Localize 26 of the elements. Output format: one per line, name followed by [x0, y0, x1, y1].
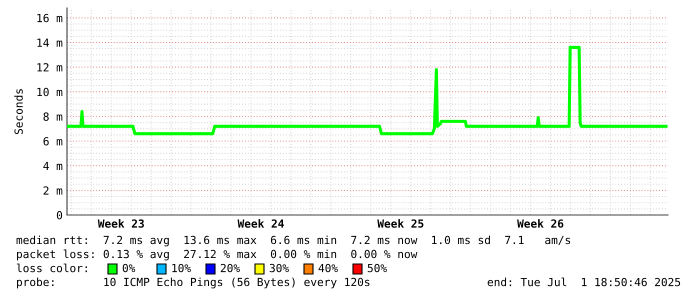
y-axis-title: Seconds: [14, 89, 23, 134]
y-tick-label: 10 m: [37, 88, 62, 96]
y-tick-label: 12 m: [37, 63, 62, 72]
x-tick-label: Week 25: [377, 219, 424, 228]
text: 50%: [368, 264, 387, 272]
y-tick-label: 0: [56, 211, 62, 220]
x-tick-label: Week 23: [98, 219, 144, 228]
y-tick-label: 6 m: [43, 137, 62, 146]
text: 40%: [318, 264, 338, 272]
text: probe: 10 ICMP Echo Pings (56 Bytes) every 120s: [17, 278, 370, 288]
text: 10%: [172, 264, 191, 272]
y-tick-label: 8 m: [43, 112, 62, 121]
text: loss color:: [16, 264, 87, 272]
text: end: Tue Jul 1 18:50:46 2025: [488, 278, 680, 286]
x-tick-label: Week 24: [238, 219, 284, 228]
x-tick-label: Week 26: [517, 219, 564, 228]
text: median rtt: 7.2 ms avg 13.6 ms max 6.6 ms min 7.2 ms now 1.0 ms sd 7.1 am/s: [16, 236, 570, 246]
y-tick-label: 14 m: [37, 38, 62, 47]
text: packet loss: 0.13 % avg 27.12 % max 0.00 % min 0.00 % now: [17, 250, 418, 260]
y-tick-label: 4 m: [43, 162, 62, 170]
text: 20%: [220, 264, 240, 272]
y-tick-label: 16 m: [37, 14, 62, 22]
text: 0%: [122, 264, 136, 272]
y-tick-label: 2 m: [44, 186, 62, 195]
line-series: [67, 46, 668, 136]
text: 30%: [270, 264, 289, 272]
